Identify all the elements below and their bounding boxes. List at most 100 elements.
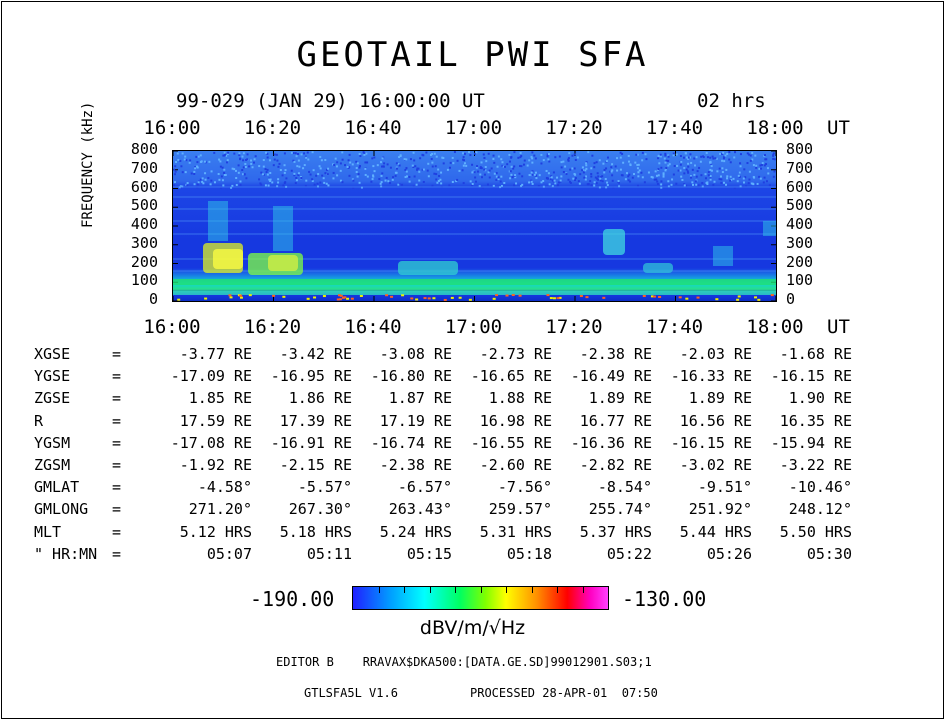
noise-speck <box>599 176 602 179</box>
noise-speck <box>540 162 543 165</box>
noise-speck <box>668 163 671 166</box>
noise-speck <box>262 165 265 168</box>
emission-burst <box>643 263 673 273</box>
y-tick-left: 600 <box>130 177 158 196</box>
noise-speck <box>250 162 253 165</box>
noise-speck <box>768 184 771 187</box>
colorbar-tick <box>480 587 482 593</box>
noise-speck <box>587 151 590 154</box>
ephemeris-label: ZGSE <box>34 389 71 408</box>
noise-speck <box>573 153 576 156</box>
ephemeris-equals: = <box>112 478 122 497</box>
noise-speck <box>693 157 696 160</box>
noise-speck <box>480 161 483 164</box>
noise-speck <box>713 180 716 183</box>
noise-speck <box>276 159 279 162</box>
ephemeris-row: XGSE = -3.77 RE -3.42 RE -3.08 RE -2.73 RE -2.… <box>34 347 854 365</box>
noise-speck <box>629 163 632 166</box>
noise-speck <box>763 164 766 167</box>
noise-speck <box>681 178 684 181</box>
low-freq-speck <box>642 295 646 298</box>
noise-speck <box>309 173 312 176</box>
ephemeris-value: -8.54° <box>597 478 652 497</box>
noise-speck <box>546 155 549 158</box>
noise-speck <box>204 178 207 181</box>
noise-speck <box>706 181 709 184</box>
ephemeris-value: -2.38 RE <box>579 345 652 363</box>
noise-speck <box>241 155 244 158</box>
noise-speck <box>721 167 724 170</box>
ephemeris-label: YGSM <box>34 433 71 452</box>
ephemeris-label: ZGSM <box>34 456 71 474</box>
ephemeris-value: 5.50 HRS <box>779 522 852 541</box>
noise-speck <box>395 167 398 170</box>
noise-speck <box>643 181 646 184</box>
noise-speck <box>585 162 588 165</box>
noise-speck <box>421 168 424 171</box>
noise-speck <box>473 152 476 155</box>
noise-speck <box>266 168 269 171</box>
ephemeris-label: GMLONG <box>34 500 89 519</box>
noise-speck <box>709 156 712 159</box>
noise-speck <box>537 185 540 188</box>
noise-speck <box>194 166 197 169</box>
colorbar-tick <box>455 587 456 593</box>
noise-speck <box>235 183 238 186</box>
noise-speck <box>438 174 441 177</box>
low-freq-speck <box>359 295 363 298</box>
footer-editor: EDITOR B RRAVAX$DKA500:[DATA.GE.SD]99012… <box>276 655 652 669</box>
noise-speck <box>250 159 253 162</box>
noise-speck <box>479 166 482 169</box>
noise-speck <box>173 184 176 187</box>
noise-speck <box>641 159 644 162</box>
y-tick-right: 200 <box>786 252 814 271</box>
noise-speck <box>535 177 538 180</box>
colorbar-tick <box>531 587 533 593</box>
ephemeris-value: -16.95 RE <box>270 367 352 386</box>
ephemeris-value: 1.90 RE <box>788 389 852 408</box>
noise-speck <box>687 162 690 165</box>
low-freq-speck <box>602 296 606 299</box>
noise-speck <box>726 152 729 155</box>
noise-speck <box>739 162 742 165</box>
noise-speck <box>672 154 675 157</box>
noise-speck <box>392 176 395 179</box>
ephemeris-value: 16.56 RE <box>679 411 752 430</box>
noise-speck <box>218 158 221 161</box>
low-freq-speck <box>415 298 419 301</box>
noise-speck <box>718 178 721 181</box>
noise-speck <box>533 173 536 176</box>
noise-speck <box>636 184 639 187</box>
noise-speck <box>431 184 434 187</box>
noise-speck <box>597 175 600 178</box>
noise-speck <box>585 164 588 167</box>
ephemeris-equals: = <box>112 522 122 541</box>
noise-speck <box>341 158 344 161</box>
noise-speck <box>404 168 407 171</box>
low-freq-speck <box>468 298 472 301</box>
noise-speck <box>230 186 233 189</box>
noise-speck <box>531 182 534 185</box>
noise-speck <box>276 185 279 188</box>
noise-speck <box>188 161 191 164</box>
low-freq-speck <box>737 295 741 298</box>
noise-speck <box>763 154 766 157</box>
noise-speck <box>372 174 375 177</box>
x-tick-top: 16:20 <box>243 117 302 139</box>
low-freq-speck <box>432 297 436 300</box>
noise-speck <box>739 165 742 168</box>
noise-speck <box>226 153 229 156</box>
noise-speck <box>435 178 438 181</box>
noise-speck <box>704 173 707 176</box>
noise-speck <box>283 182 286 185</box>
noise-speck <box>773 158 776 161</box>
noise-speck <box>692 183 695 186</box>
low-freq-speck <box>338 294 342 297</box>
noise-speck <box>680 160 683 163</box>
noise-speck <box>726 177 729 180</box>
noise-speck <box>488 169 491 172</box>
noise-speck <box>638 169 641 172</box>
noise-speck <box>295 177 298 180</box>
noise-speck <box>617 180 620 183</box>
noise-speck <box>358 152 361 155</box>
